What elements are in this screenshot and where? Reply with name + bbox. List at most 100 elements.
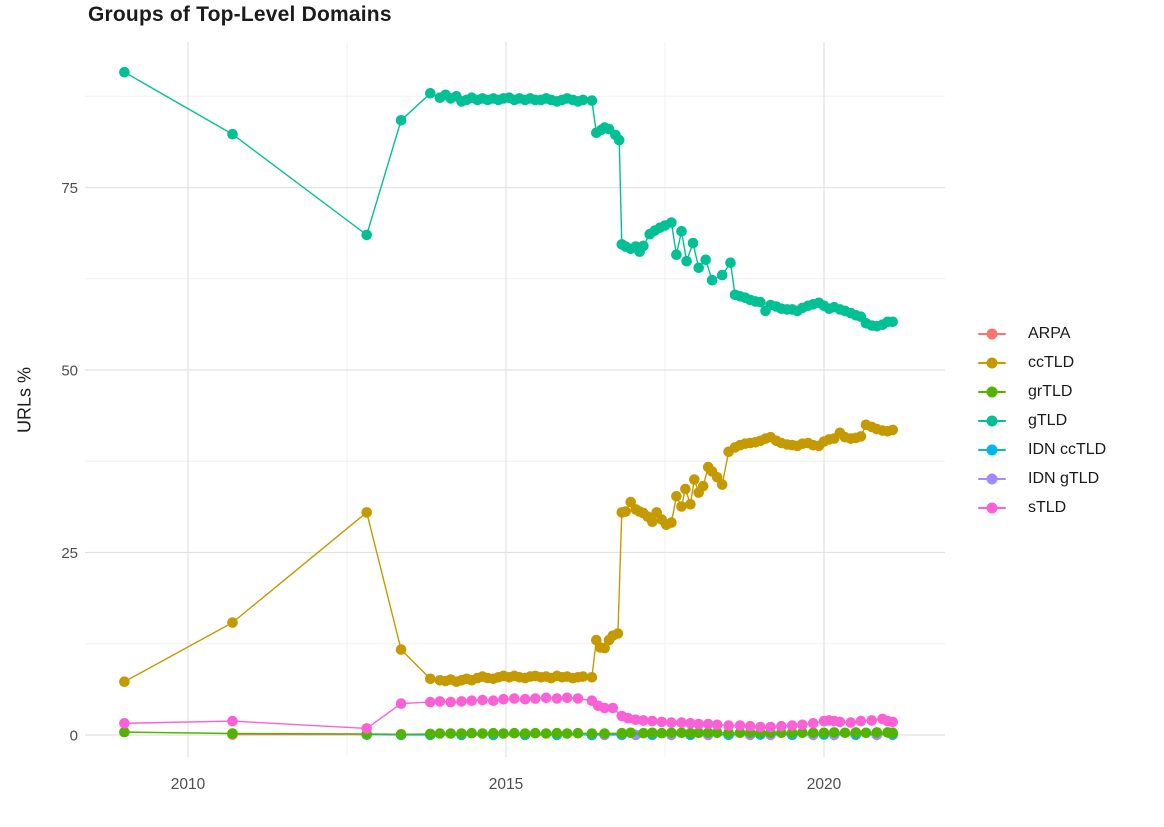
data-point-cctld (586, 672, 598, 683)
series-gtld (119, 66, 898, 332)
legend-item-idn-gtld: IDN gTLD (978, 464, 1106, 493)
data-point-stld (498, 693, 509, 705)
data-point-grtld (561, 728, 573, 739)
data-point-stld (119, 718, 130, 729)
data-point-stld (630, 714, 641, 725)
data-point-grtld (395, 729, 407, 740)
data-point-gtld (425, 88, 436, 99)
series-cctld (119, 419, 898, 687)
data-point-grtld (647, 727, 658, 739)
data-point-stld (676, 717, 687, 728)
data-point-stld (434, 696, 446, 707)
data-point-grtld (572, 727, 584, 739)
series-arpa (227, 729, 373, 740)
y-tick-label: 50 (61, 363, 78, 380)
legend-item-idn-cctld: IDN ccTLD (978, 435, 1106, 464)
data-point-grtld (599, 728, 610, 739)
legend-key-dot-icon (986, 357, 998, 368)
data-point-gtld (687, 237, 699, 249)
data-point-grtld (227, 728, 238, 739)
data-point-grtld (839, 727, 851, 739)
data-point-cctld (680, 483, 691, 495)
legend-item-grtld: grTLD (978, 377, 1106, 406)
data-point-grtld (119, 726, 130, 738)
data-point-cctld (119, 676, 130, 687)
data-point-grtld (828, 727, 840, 738)
data-point-stld (530, 693, 541, 704)
data-point-stld (887, 716, 898, 728)
data-point-stld (227, 715, 238, 727)
legend-key-arpa (978, 327, 1006, 340)
x-tick-label: 2015 (489, 776, 523, 793)
data-point-stld (561, 692, 573, 704)
x-tick-label: 2020 (807, 776, 842, 793)
data-point-grtld (509, 727, 520, 739)
data-point-stld (519, 693, 531, 705)
data-point-cctld (647, 516, 658, 528)
data-point-stld (477, 694, 488, 706)
data-point-stld (647, 715, 658, 727)
data-point-stld (361, 723, 373, 734)
series-line-cctld (124, 423, 893, 683)
data-point-cctld (697, 480, 709, 492)
data-point-grtld (519, 728, 531, 739)
data-point-stld (425, 696, 436, 708)
data-point-grtld (786, 727, 798, 739)
data-point-grtld (676, 727, 687, 739)
data-point-grtld (456, 728, 467, 739)
data-point-stld (456, 696, 467, 707)
data-point-cctld (227, 617, 238, 628)
legend-label: grTLD (1028, 382, 1073, 400)
data-point-stld (797, 719, 808, 731)
data-point-grtld (685, 727, 696, 739)
data-point-grtld (656, 727, 668, 739)
legend-key-dot-icon (986, 502, 998, 513)
data-point-stld (834, 716, 846, 728)
legend-key-idn-gtld (978, 472, 1006, 485)
data-point-grtld (807, 727, 819, 739)
legend-label: ccTLD (1028, 353, 1075, 371)
data-point-gtld (755, 296, 766, 308)
data-point-stld (509, 693, 520, 704)
data-point-grtld (860, 727, 872, 739)
y-tick-label: 0 (70, 728, 78, 745)
data-point-grtld (425, 728, 436, 740)
data-point-grtld (850, 727, 862, 738)
data-point-grtld (616, 727, 628, 739)
data-point-stld (656, 716, 668, 728)
data-point-grtld (638, 727, 649, 739)
data-point-stld (866, 715, 877, 726)
data-point-gtld (887, 316, 898, 328)
legend-key-dot-icon (986, 386, 998, 397)
data-point-stld (599, 702, 610, 714)
data-point-stld (711, 719, 723, 731)
data-point-cctld (395, 644, 407, 655)
data-point-grtld (723, 727, 734, 739)
data-point-stld (607, 702, 619, 714)
data-point-grtld (586, 728, 598, 739)
y-tick-label: 25 (61, 545, 78, 562)
data-point-stld (845, 717, 856, 728)
data-point-stld (693, 718, 704, 730)
data-point-gtld (227, 128, 238, 140)
data-point-stld (776, 720, 787, 732)
data-point-stld (466, 695, 478, 706)
data-point-gtld (395, 115, 407, 126)
data-point-gtld (725, 257, 736, 269)
data-point-gtld (361, 229, 373, 241)
data-point-cctld (671, 491, 682, 502)
data-point-grtld (540, 728, 552, 739)
data-point-stld (551, 693, 563, 704)
data-point-stld (744, 720, 756, 732)
data-point-stld (723, 720, 734, 731)
data-point-gtld (119, 66, 130, 78)
data-point-stld (395, 698, 407, 709)
data-point-stld (666, 717, 677, 728)
legend-label: IDN gTLD (1028, 469, 1100, 487)
legend-item-stld: sTLD (978, 493, 1106, 522)
legend-key-idn-cctld (978, 443, 1006, 456)
data-point-cctld (689, 474, 700, 485)
data-point-grtld (702, 727, 714, 739)
data-point-cctld (666, 517, 677, 528)
